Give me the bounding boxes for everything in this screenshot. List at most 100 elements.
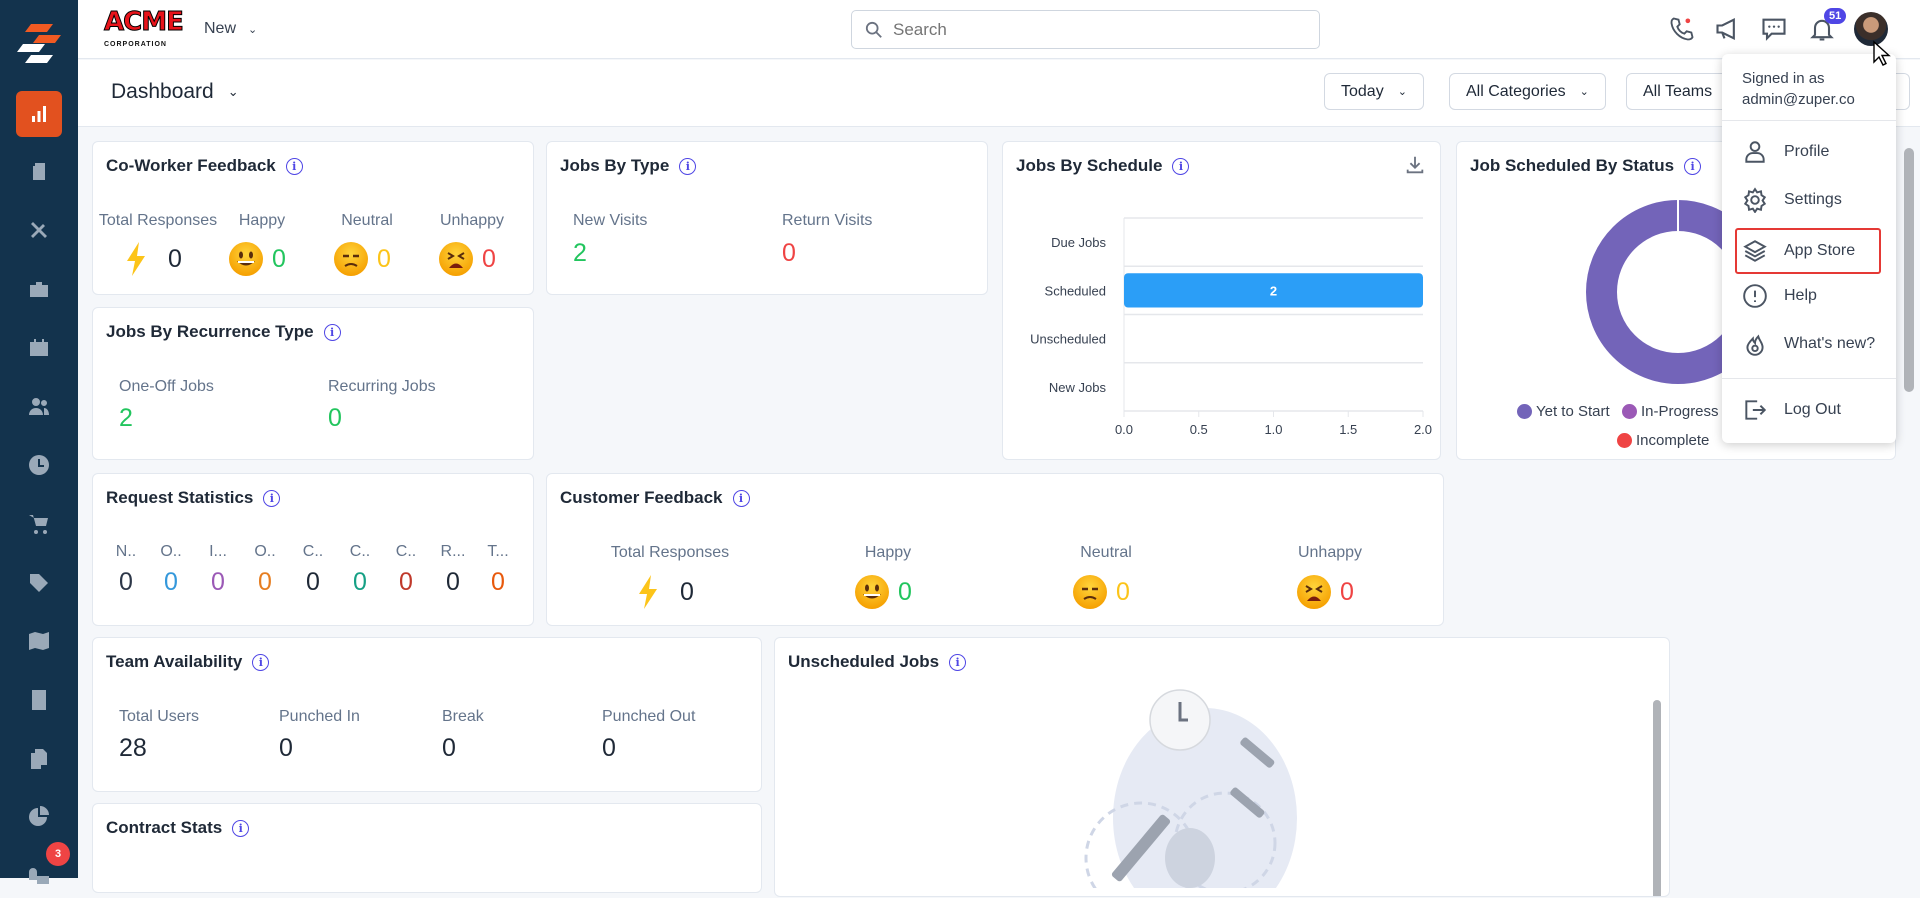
cart-icon <box>29 514 48 534</box>
sidebar-item-calendar[interactable] <box>17 326 61 370</box>
reports-icon <box>29 806 49 827</box>
legend-label: In-Progress <box>1641 403 1719 420</box>
timesheet-icon <box>29 455 49 476</box>
phone-muted-icon[interactable] <box>1668 15 1696 43</box>
flame-icon <box>1746 334 1764 356</box>
chat-icon[interactable] <box>1760 15 1788 43</box>
sidebar-item-projects[interactable] <box>17 267 61 311</box>
card-title-text: Jobs By Type <box>560 156 670 175</box>
menu-item-help[interactable]: Help <box>1722 274 1896 318</box>
megaphone-icon[interactable] <box>1714 15 1742 43</box>
return-visits-label: Return Visits <box>782 212 873 229</box>
search-input[interactable] <box>893 19 1293 40</box>
category-filter[interactable]: All Categories ⌄ <box>1449 73 1606 110</box>
sidebar-item-documents[interactable] <box>17 737 61 781</box>
info-icon[interactable]: i <box>252 653 270 671</box>
dashboard-selector[interactable]: Dashboard ⌄ <box>111 80 239 104</box>
happy-label: Happy <box>238 212 286 229</box>
request-stat-label: N.. <box>115 543 137 560</box>
jobs-by-schedule-chart: Due Jobs Scheduled 2 Unscheduled New Jobs 0.0… <box>1030 217 1432 437</box>
legend-label: Incomplete <box>1636 432 1710 449</box>
card-title: Jobs By Schedule i <box>1016 156 1190 176</box>
neutral-emoji-icon <box>1072 574 1108 610</box>
total-value: 0 <box>680 578 694 606</box>
chat-badge: 3 <box>46 842 70 866</box>
search-icon <box>865 21 882 38</box>
request-stat-label: O.. <box>160 543 182 560</box>
sidebar-item-cart[interactable] <box>17 502 61 546</box>
info-icon[interactable]: i <box>1684 157 1702 175</box>
sidebar-item-timesheet[interactable] <box>17 443 61 487</box>
calculator-icon <box>32 690 46 710</box>
date-filter[interactable]: Today ⌄ <box>1324 73 1424 110</box>
layers-icon <box>1743 240 1767 262</box>
page-scrollbar[interactable] <box>1904 148 1914 392</box>
one-off-label: One-Off Jobs <box>119 378 214 395</box>
request-stat-label: T... <box>487 543 509 560</box>
legend-dot <box>1617 433 1632 448</box>
team-stat-value: 28 <box>119 734 147 762</box>
info-icon[interactable]: i <box>732 489 750 507</box>
recurring-value: 0 <box>328 404 342 432</box>
sidebar-item-tags[interactable] <box>17 561 61 605</box>
chevron-down-icon: ⌄ <box>248 23 258 36</box>
request-stat-label: C.. <box>349 543 371 560</box>
request-stat-value: 0 <box>446 568 460 596</box>
card-title: Jobs By Recurrence Type i <box>106 322 341 342</box>
request-stat-value: 0 <box>306 568 320 596</box>
sidebar-item-jobs[interactable] <box>17 150 61 194</box>
info-icon[interactable]: i <box>1172 157 1190 175</box>
sidebar-item-calculator[interactable] <box>17 678 61 722</box>
sidebar-item-users[interactable] <box>17 385 61 429</box>
logo-text: ACME <box>104 7 185 38</box>
x-tick-label: 1.0 <box>1264 422 1282 437</box>
info-icon[interactable]: i <box>323 323 341 341</box>
menu-item-log-out[interactable]: Log Out <box>1722 388 1896 432</box>
download-icon[interactable] <box>1404 154 1426 176</box>
info-icon[interactable]: i <box>263 489 281 507</box>
legend-in-progress[interactable]: In-Progress <box>1622 403 1719 420</box>
sidebar-item-dashboard[interactable] <box>16 91 62 137</box>
new-dropdown[interactable]: New ⌄ <box>204 20 257 38</box>
scrollbar[interactable] <box>1653 700 1661 896</box>
divider <box>1722 378 1896 379</box>
menu-item-profile[interactable]: Profile <box>1722 130 1896 174</box>
top-bar: ACME CORPORATION New ⌄ 51 <box>78 0 1920 59</box>
menu-item-whats-new[interactable]: What's new? <box>1722 322 1896 366</box>
legend-incomplete[interactable]: Incomplete <box>1617 432 1709 449</box>
info-icon[interactable]: i <box>285 157 303 175</box>
legend-label: Yet to Start <box>1536 403 1610 420</box>
dashboard-icon <box>32 106 46 122</box>
menu-label: What's new? <box>1784 335 1876 352</box>
card-title-text: Unscheduled Jobs <box>788 652 940 671</box>
bell-icon[interactable] <box>1808 15 1836 43</box>
sidebar-item-tools[interactable] <box>17 208 61 252</box>
info-icon[interactable]: i <box>679 157 697 175</box>
card-title: Jobs By Type i <box>560 156 697 176</box>
avatar[interactable] <box>1854 12 1888 46</box>
info-icon[interactable]: i <box>949 653 967 671</box>
sidebar-item-map[interactable] <box>17 619 61 663</box>
card-title-text: Contract Stats <box>106 818 223 837</box>
date-filter-label: Today <box>1341 82 1384 100</box>
documents-icon <box>31 748 47 769</box>
total-label: Total Responses <box>98 212 218 229</box>
happy-value: 0 <box>898 578 912 606</box>
card-title-text: Co-Worker Feedback <box>106 156 276 175</box>
card-title: Unscheduled Jobs i <box>788 652 967 672</box>
divider <box>1722 120 1896 121</box>
search-box[interactable] <box>851 10 1320 49</box>
page-title: Dashboard <box>111 80 214 103</box>
new-visits-value: 2 <box>573 239 587 267</box>
calendar-icon <box>30 338 48 356</box>
category-filter-label: All Categories <box>1466 82 1566 100</box>
menu-item-settings[interactable]: Settings <box>1722 178 1896 222</box>
sidebar-item-reports[interactable] <box>17 795 61 839</box>
info-icon[interactable]: i <box>232 819 250 837</box>
chevron-down-icon: ⌄ <box>1579 86 1589 98</box>
menu-item-app-store[interactable]: App Store <box>1735 228 1881 274</box>
mouse-cursor-icon <box>1873 40 1891 66</box>
total-label: Total Responses <box>610 544 730 561</box>
legend-yet-to-start[interactable]: Yet to Start <box>1517 403 1610 420</box>
y-tick-label: Due Jobs <box>1051 235 1106 250</box>
